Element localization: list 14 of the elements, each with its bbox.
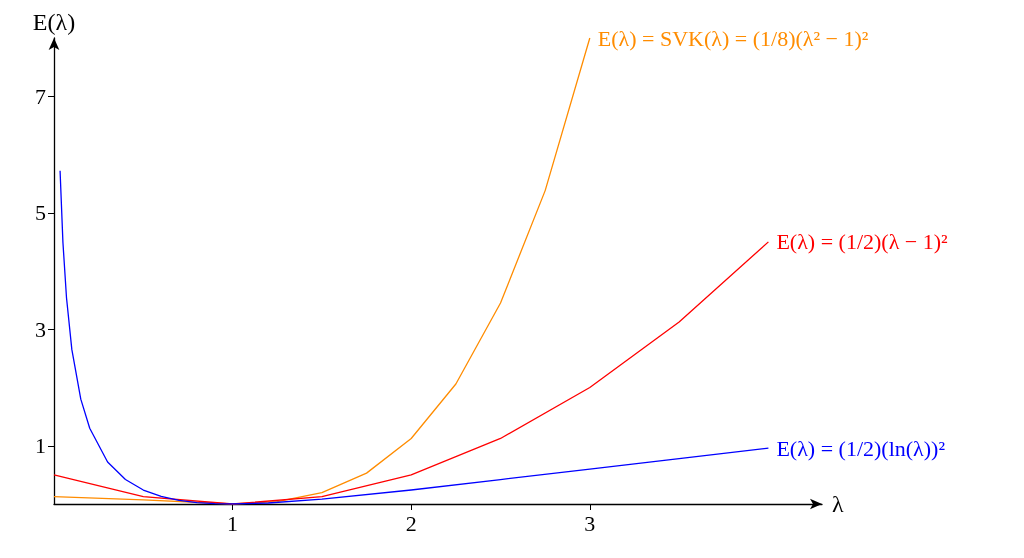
x-tick-label: 3 (584, 510, 596, 536)
x-tick-label: 2 (405, 510, 417, 536)
series-label: E(λ) = SVK(λ) = (1/8)(λ² − 1)² (597, 25, 869, 51)
line-series (53, 241, 770, 505)
y-tick-label: 5 (35, 200, 46, 226)
y-axis-title: E(λ) (32, 9, 76, 35)
y-tick-label: 7 (35, 83, 46, 109)
y-tick-label: 1 (35, 433, 46, 459)
series-label: E(λ) = (1/2)(ln(λ))² (776, 435, 946, 461)
series-label: E(λ) = (1/2)(λ − 1)² (776, 229, 949, 255)
x-axis-title: λ (832, 491, 844, 517)
x-tick-label: 1 (227, 510, 239, 536)
y-tick-label: 3 (35, 316, 46, 342)
line-series (59, 170, 770, 505)
